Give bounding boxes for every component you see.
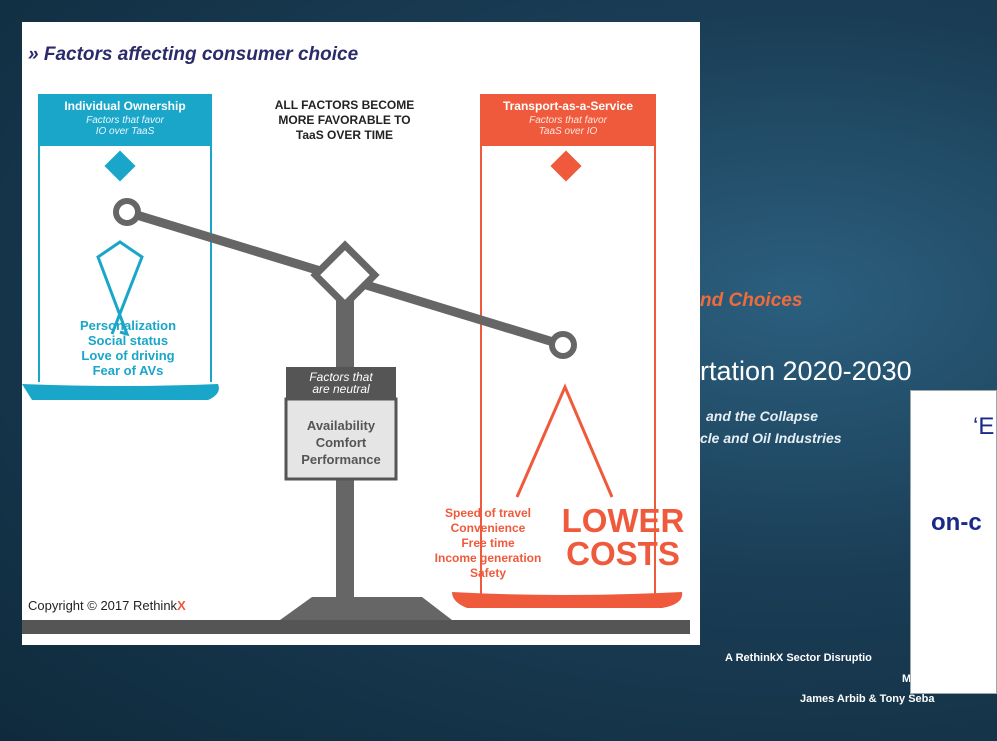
taas-heading: Transport-as-a-Service bbox=[480, 99, 656, 113]
taas-factor: Income generation bbox=[420, 551, 556, 566]
io-subheading: IO over TaaS bbox=[38, 126, 212, 137]
io-factor: Fear of AVs bbox=[38, 363, 218, 378]
slide-tagline: cle and Oil Industries bbox=[700, 430, 842, 446]
taas-factor: Free time bbox=[420, 536, 556, 551]
ground-bar bbox=[22, 620, 690, 634]
taas-triangle bbox=[517, 387, 612, 497]
infographic-title: » Factors affecting consumer choice bbox=[28, 44, 358, 66]
screen: nd Choices rtation 2020-2030 and the Col… bbox=[0, 0, 997, 741]
highlight-line: LOWER bbox=[552, 504, 694, 537]
taas-subheading: Factors that favor bbox=[480, 115, 656, 126]
copyright: Copyright © 2017 RethinkX bbox=[28, 598, 186, 613]
slide-footer: A RethinkX Sector Disruptio bbox=[725, 652, 872, 664]
infographic: » Factors affecting consumer choice Indi… bbox=[22, 22, 700, 645]
taas-factor: Convenience bbox=[420, 521, 556, 536]
taas-highlight: LOWER COSTS bbox=[552, 504, 694, 570]
pivot bbox=[315, 245, 374, 304]
slide-tagline: and the Collapse bbox=[706, 408, 818, 424]
neutral-heading: Factors that are neutral bbox=[286, 371, 396, 395]
taas-factors: Speed of travel Convenience Free time In… bbox=[420, 506, 556, 581]
taas-factor: Speed of travel bbox=[420, 506, 556, 521]
io-icon bbox=[104, 150, 135, 181]
taas-icon bbox=[550, 150, 581, 181]
scale-base bbox=[280, 597, 452, 620]
center-note: TaaS OVER TIME bbox=[232, 128, 457, 142]
popup-text: ‘E bbox=[973, 413, 994, 441]
neutral-factor: Performance bbox=[286, 451, 396, 468]
center-note: MORE FAVORABLE TO bbox=[232, 113, 457, 127]
popup: ‘E on-c bbox=[910, 390, 997, 694]
slide-title: rtation 2020-2030 bbox=[700, 356, 912, 387]
taas-factor: Safety bbox=[420, 566, 556, 581]
neutral-factor: Availability bbox=[286, 417, 396, 434]
io-factor: Personalization bbox=[38, 318, 218, 333]
right-pan bbox=[552, 334, 574, 356]
taas-subheading: TaaS over IO bbox=[480, 126, 656, 137]
neutral-factors: Availability Comfort Performance bbox=[286, 417, 396, 468]
neutral-heading-line: are neutral bbox=[286, 383, 396, 395]
taas-pedestal bbox=[452, 592, 682, 608]
io-factor: Love of driving bbox=[38, 348, 218, 363]
copyright-text: Copyright © 2017 Rethink bbox=[28, 598, 177, 613]
io-subheading: Factors that favor bbox=[38, 115, 212, 126]
brand-mark: X bbox=[177, 598, 186, 613]
slide-subtitle: nd Choices bbox=[700, 290, 802, 312]
io-factors: Personalization Social status Love of dr… bbox=[38, 318, 218, 378]
io-heading: Individual Ownership bbox=[38, 99, 212, 113]
neutral-factor: Comfort bbox=[286, 434, 396, 451]
center-note: ALL FACTORS BECOME bbox=[232, 98, 457, 112]
io-pedestal bbox=[22, 384, 219, 400]
popup-text: on-c bbox=[931, 509, 982, 537]
left-pan bbox=[116, 201, 138, 223]
highlight-line: COSTS bbox=[552, 537, 694, 570]
slide-footer: James Arbib & Tony Seba bbox=[800, 693, 934, 705]
io-factor: Social status bbox=[38, 333, 218, 348]
